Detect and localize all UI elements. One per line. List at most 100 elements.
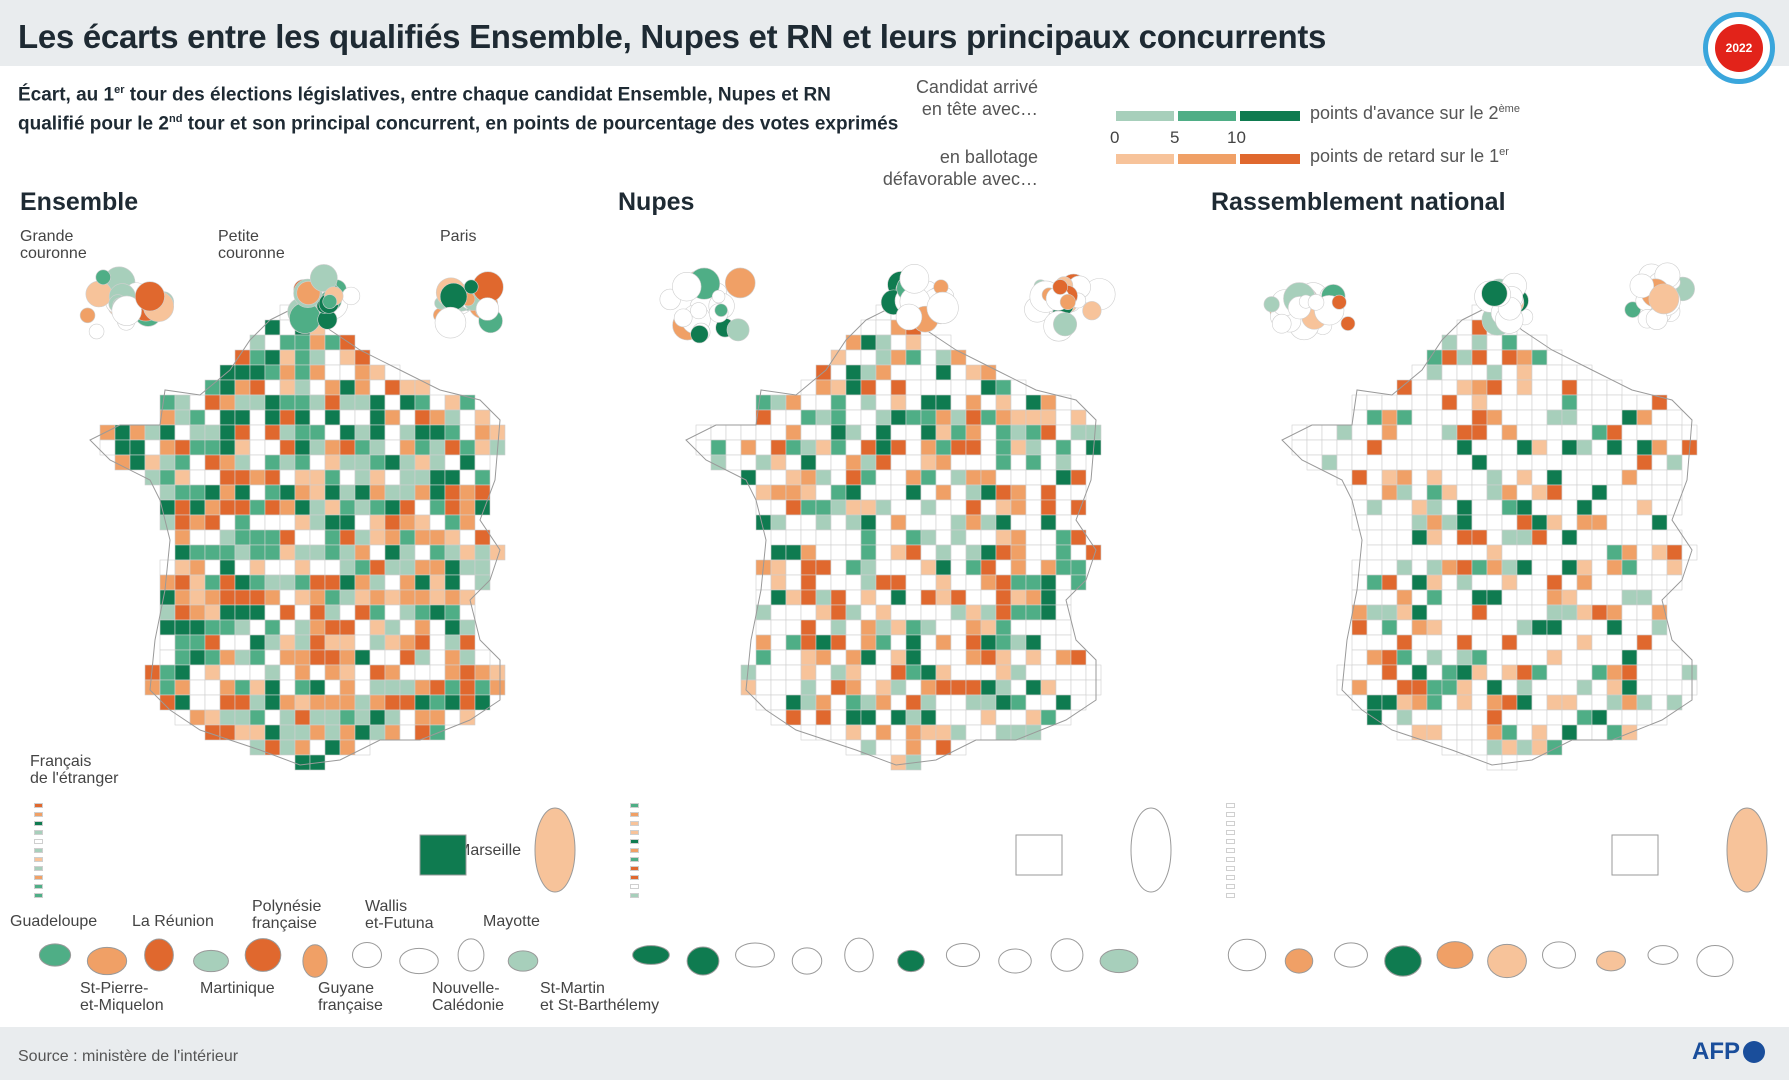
inset-cell <box>1481 280 1508 307</box>
constituency-cell <box>815 664 832 681</box>
constituency-cell <box>399 544 416 561</box>
constituency-cell <box>204 439 221 456</box>
constituency-cell <box>294 709 311 726</box>
strip-cell <box>630 893 639 898</box>
constituency-cell <box>1666 649 1683 666</box>
overseas-shape <box>1227 938 1267 972</box>
inset-cell <box>711 289 726 304</box>
constituency-cell <box>755 679 772 696</box>
constituency-cell <box>1366 619 1383 636</box>
constituency-cell <box>204 634 221 651</box>
constituency-cell <box>875 529 892 546</box>
constituency-cell <box>1561 574 1578 591</box>
constituency-cell <box>1516 394 1533 411</box>
constituency-cell <box>1040 454 1057 471</box>
constituency-cell <box>1636 694 1653 711</box>
constituency-cell <box>965 649 982 666</box>
constituency-cell <box>234 499 251 516</box>
constituency-cell <box>399 574 416 591</box>
constituency-cell <box>1456 394 1473 411</box>
constituency-cell <box>845 559 862 576</box>
constituency-cell <box>770 589 787 606</box>
constituency-cell <box>875 574 892 591</box>
constituency-cell <box>1606 604 1623 621</box>
constituency-cell <box>875 514 892 531</box>
constituency-cell <box>1501 424 1518 441</box>
constituency-cell <box>384 724 401 741</box>
constituency-cell <box>189 394 206 411</box>
constituency-cell <box>770 604 787 621</box>
constituency-cell <box>189 439 206 456</box>
constituency-cell <box>354 454 371 471</box>
constituency-cell <box>1621 499 1638 516</box>
constituency-cell <box>264 559 281 576</box>
constituency-cell <box>354 514 371 531</box>
constituency-cell <box>429 544 446 561</box>
constituency-cell <box>800 529 817 546</box>
constituency-cell <box>264 349 281 366</box>
constituency-cell <box>875 394 892 411</box>
overseas-shape <box>1334 942 1368 968</box>
constituency-cell <box>429 424 446 441</box>
constituency-cell <box>1576 439 1593 456</box>
constituency-cell <box>785 604 802 621</box>
constituency-cell <box>1471 394 1488 411</box>
constituency-cell <box>294 349 311 366</box>
constituency-cell <box>354 559 371 576</box>
constituency-cell <box>1516 589 1533 606</box>
constituency-cell <box>1055 409 1072 426</box>
constituency-cell <box>384 649 401 666</box>
constituency-cell <box>249 529 266 546</box>
constituency-cell <box>1426 724 1443 741</box>
marseille-inset <box>1611 834 1659 876</box>
constituency-cell <box>1010 724 1027 741</box>
constituency-cell <box>429 709 446 726</box>
constituency-cell <box>785 559 802 576</box>
constituency-cell <box>950 694 967 711</box>
constituency-cell <box>980 514 997 531</box>
constituency-cell <box>1010 619 1027 636</box>
grande-couronne-inset <box>659 267 756 344</box>
constituency-cell <box>1636 409 1653 426</box>
election-year-badge: 2022 <box>1703 12 1775 84</box>
overseas-shape <box>1696 944 1734 978</box>
constituency-cell <box>369 574 386 591</box>
constituency-cell <box>860 604 877 621</box>
constituency-cell <box>980 574 997 591</box>
constituency-cell <box>369 694 386 711</box>
constituency-cell <box>1531 484 1548 501</box>
constituency-cell <box>890 649 907 666</box>
constituency-cell <box>159 649 176 666</box>
constituency-cell <box>429 409 446 426</box>
constituency-cell <box>174 514 191 531</box>
constituency-cell <box>1501 589 1518 606</box>
legend-lead-swatch-1 <box>1116 111 1174 121</box>
constituency-cell <box>1591 679 1608 696</box>
constituency-cell <box>219 379 236 396</box>
constituency-cell <box>965 559 982 576</box>
constituency-cell <box>339 529 356 546</box>
constituency-cell <box>369 514 386 531</box>
constituency-cell <box>995 439 1012 456</box>
constituency-cell <box>1546 364 1563 381</box>
constituency-cell <box>785 469 802 486</box>
constituency-cell <box>1516 364 1533 381</box>
constituency-cell <box>875 679 892 696</box>
constituency-cell <box>264 394 281 411</box>
constituency-cell <box>1471 604 1488 621</box>
constituency-cell <box>845 664 862 681</box>
constituency-cell <box>785 499 802 516</box>
constituency-cell <box>1411 604 1428 621</box>
constituency-cell <box>710 454 727 471</box>
constituency-cell <box>1591 619 1608 636</box>
constituency-cell <box>1501 514 1518 531</box>
constituency-cell <box>204 529 221 546</box>
constituency-cell <box>339 634 356 651</box>
constituency-cell <box>339 589 356 606</box>
constituency-cell <box>920 439 937 456</box>
constituency-cell <box>845 409 862 426</box>
strip-cell <box>34 803 43 808</box>
constituency-cell <box>429 559 446 576</box>
inset-cell <box>322 294 338 309</box>
constituency-cell <box>1606 424 1623 441</box>
